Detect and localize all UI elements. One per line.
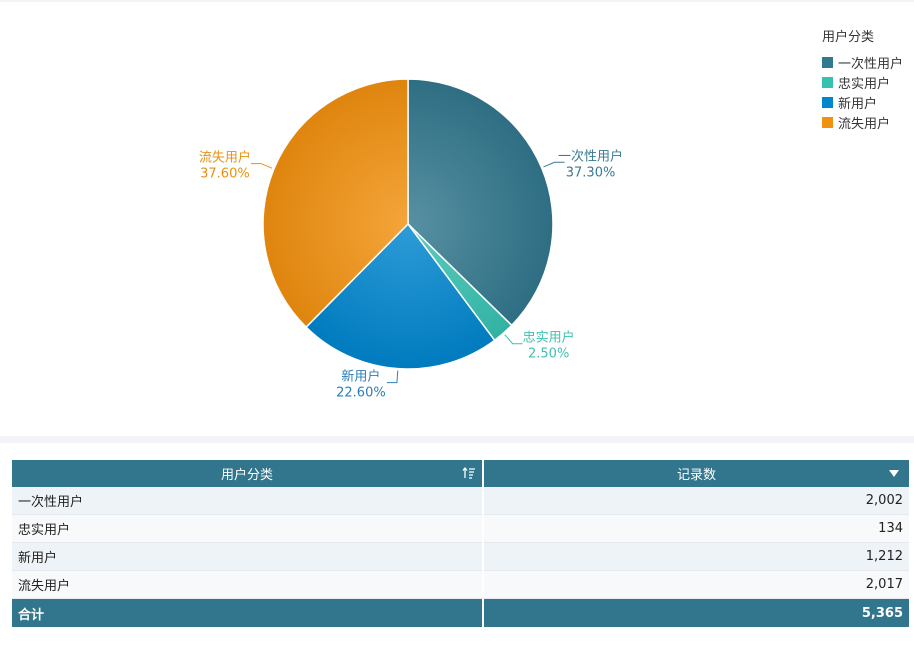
slice-percent-label-3: 37.60% (200, 167, 250, 182)
table-cell: 2,002 (483, 487, 909, 515)
legend-item-2[interactable]: 新用户 (822, 92, 903, 112)
legend-title: 用户分类 (822, 30, 875, 45)
data-table: 用户分类 记录数 一次性用户 2,002 忠实用户 134 (12, 460, 909, 627)
column-header-category[interactable]: 用户分类 (12, 460, 484, 487)
legend-label: 流失用户 (838, 116, 891, 132)
table-cell: 1,212 (483, 542, 909, 571)
table-row: 新用户 1,212 (12, 542, 909, 571)
leader-line-3 (250, 163, 273, 169)
legend-swatch (822, 56, 833, 68)
table-total-row: 合计 5,365 (12, 598, 909, 627)
legend-item-0[interactable]: 一次性用户 (822, 52, 903, 72)
legend: 用户分类 一次性用户 忠实用户 新用户 流失用户 (822, 26, 903, 132)
legend-label: 忠实用户 (838, 76, 891, 92)
slice-name-label-2: 新用户 (341, 369, 380, 385)
pie-slice-3[interactable] (262, 78, 409, 329)
sort-icon[interactable] (462, 466, 476, 480)
table-cell: 2,017 (483, 570, 909, 599)
slice-percent-label-1: 2.50% (528, 347, 569, 362)
table-panel: 用户分类 记录数 一次性用户 2,002 忠实用户 134 (0, 443, 914, 647)
table-header-row: 用户分类 记录数 (12, 460, 909, 487)
table-row: 流失用户 2,017 (12, 570, 909, 599)
legend-label: 新用户 (838, 96, 878, 112)
column-header-label: 记录数 (676, 468, 716, 483)
table-cell: 流失用户 (12, 570, 484, 599)
leader-line-1 (504, 334, 523, 345)
leader-line-2 (386, 370, 399, 384)
column-header-label: 用户分类 (220, 468, 273, 483)
slice-percent-label-0: 37.30% (566, 165, 616, 180)
table-cell: 忠实用户 (12, 514, 484, 543)
legend-swatch (822, 116, 833, 128)
legend-item-3[interactable]: 流失用户 (822, 112, 903, 132)
table-row: 忠实用户 134 (12, 514, 909, 543)
slice-name-label-3: 流失用户 (199, 150, 251, 166)
column-header-count[interactable]: 记录数 (483, 460, 909, 487)
dropdown-icon[interactable] (889, 470, 899, 477)
slice-percent-label-2: 22.60% (336, 386, 386, 401)
table-row: 一次性用户 2,002 (12, 487, 909, 515)
table-cell: 134 (483, 514, 909, 543)
leader-line-0 (543, 161, 565, 168)
legend-label: 一次性用户 (838, 56, 904, 72)
pie-slice-0[interactable] (407, 78, 554, 327)
table-cell: 一次性用户 (12, 487, 484, 515)
legend-swatch (822, 96, 833, 108)
pie-slice-2[interactable] (305, 222, 496, 370)
legend-item-1[interactable]: 忠实用户 (822, 72, 903, 92)
total-label: 合计 (12, 598, 484, 627)
legend-swatch (822, 76, 833, 88)
slice-name-label-1: 忠实用户 (523, 330, 575, 346)
total-value: 5,365 (483, 598, 909, 627)
slice-name-label-0: 一次性用户 (558, 148, 623, 164)
chart-panel: 一次性用户 37.30% 忠实用户 2.50% 新用户 22.60% 流失用户 37.60% … (0, 2, 914, 436)
table-cell: 新用户 (12, 542, 484, 571)
